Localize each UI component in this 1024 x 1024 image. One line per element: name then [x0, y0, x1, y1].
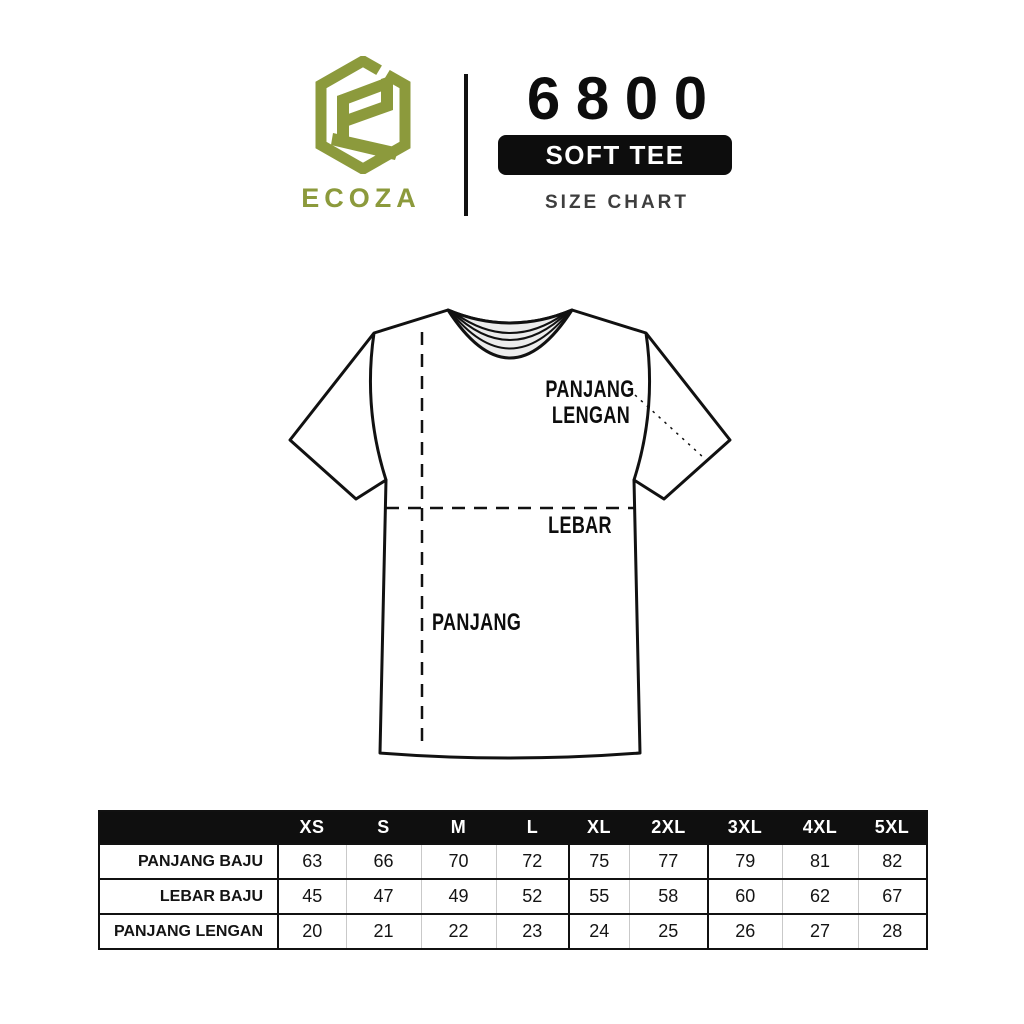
value-cell: 49 — [420, 879, 496, 914]
value-cell: 47 — [345, 879, 421, 914]
product-badge: SOFT TEE — [498, 135, 732, 175]
tshirt-diagram: PANJANG LENGAN LEBAR PANJANG — [288, 308, 732, 760]
product-code: 6800 — [526, 65, 723, 132]
value-cell: 82 — [857, 844, 927, 879]
brand-wordmark: ECOZA — [301, 183, 421, 213]
size-header-4xl: 4XL — [782, 811, 858, 844]
value-cell: 45 — [277, 879, 346, 914]
size-header-2xl: 2XL — [629, 811, 708, 844]
sleeve-length-label-line1: PANJANG — [545, 377, 634, 403]
table-row-panjang-baju: PANJANG BAJU 63 66 70 72 75 77 79 81 82 — [99, 844, 927, 879]
value-cell: 28 — [857, 914, 927, 949]
value-cell: 66 — [345, 844, 421, 879]
value-cell: 25 — [628, 914, 708, 949]
value-cell: 77 — [628, 844, 708, 879]
value-cell: 62 — [781, 879, 858, 914]
value-cell: 55 — [568, 879, 629, 914]
row-label: LEBAR BAJU — [159, 887, 263, 905]
value-cell: 72 — [495, 844, 569, 879]
size-chart-subtitle: SIZE CHART — [545, 192, 689, 213]
value-cell: 60 — [707, 879, 782, 914]
value-cell: 26 — [707, 914, 782, 949]
value-cell: 24 — [568, 914, 629, 949]
value-cell: 21 — [345, 914, 421, 949]
tshirt-outline — [288, 308, 732, 760]
size-header-xl: XL — [569, 811, 629, 844]
size-header-5xl: 5XL — [858, 811, 927, 844]
collar-rib-line — [455, 313, 565, 334]
header-empty-cell — [99, 811, 278, 844]
value-cell: 75 — [568, 844, 629, 879]
size-header-m: M — [421, 811, 496, 844]
product-badge-label: SOFT TEE — [545, 139, 685, 170]
value-cell: 58 — [628, 879, 708, 914]
row-label: PANJANG LENGAN — [113, 922, 263, 940]
value-cell: 27 — [781, 914, 858, 949]
size-table: XS S M L XL 2XL 3XL 4XL 5XL PANJANG BAJU… — [98, 810, 928, 950]
size-header-xs: XS — [278, 811, 346, 844]
collar-rib-line — [449, 310, 571, 350]
header-divider — [464, 74, 468, 216]
value-cell: 20 — [277, 914, 346, 949]
table-row-lebar-baju: LEBAR BAJU 45 47 49 52 55 58 60 62 67 — [99, 879, 927, 914]
value-cell: 70 — [420, 844, 496, 879]
width-label: LEBAR — [548, 513, 612, 539]
value-cell: 67 — [857, 879, 927, 914]
table-header-row: XS S M L XL 2XL 3XL 4XL 5XL — [99, 811, 927, 844]
value-cell: 23 — [495, 914, 569, 949]
value-cell: 79 — [707, 844, 782, 879]
collar-rib-line — [451, 311, 569, 341]
size-header-3xl: 3XL — [708, 811, 782, 844]
value-cell: 52 — [495, 879, 569, 914]
value-cell: 81 — [781, 844, 858, 879]
value-cell: 63 — [277, 844, 346, 879]
size-header-s: S — [346, 811, 421, 844]
sleeve-length-label-line2: LENGAN — [552, 403, 630, 429]
length-label: PANJANG — [432, 610, 521, 636]
armhole-seam-left — [368, 332, 388, 481]
row-label: PANJANG BAJU — [137, 852, 263, 870]
table-row-panjang-lengan: PANJANG LENGAN 20 21 22 23 24 25 26 27 2… — [99, 914, 927, 949]
size-header-l: L — [496, 811, 569, 844]
value-cell: 22 — [420, 914, 496, 949]
ecoza-logo-icon — [315, 56, 411, 174]
